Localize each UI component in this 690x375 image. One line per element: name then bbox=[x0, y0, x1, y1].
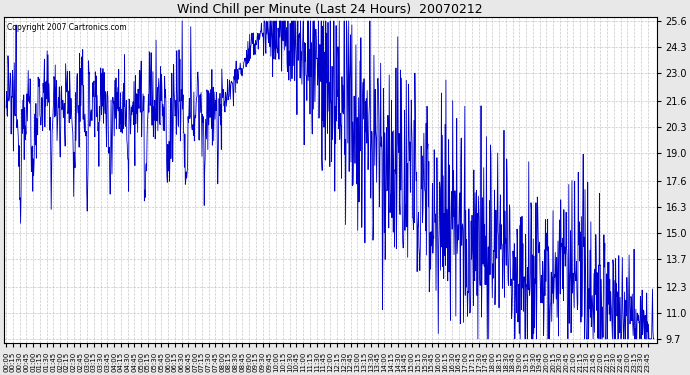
Title: Wind Chill per Minute (Last 24 Hours)  20070212: Wind Chill per Minute (Last 24 Hours) 20… bbox=[177, 3, 483, 16]
Text: Copyright 2007 Cartronics.com: Copyright 2007 Cartronics.com bbox=[7, 24, 127, 33]
